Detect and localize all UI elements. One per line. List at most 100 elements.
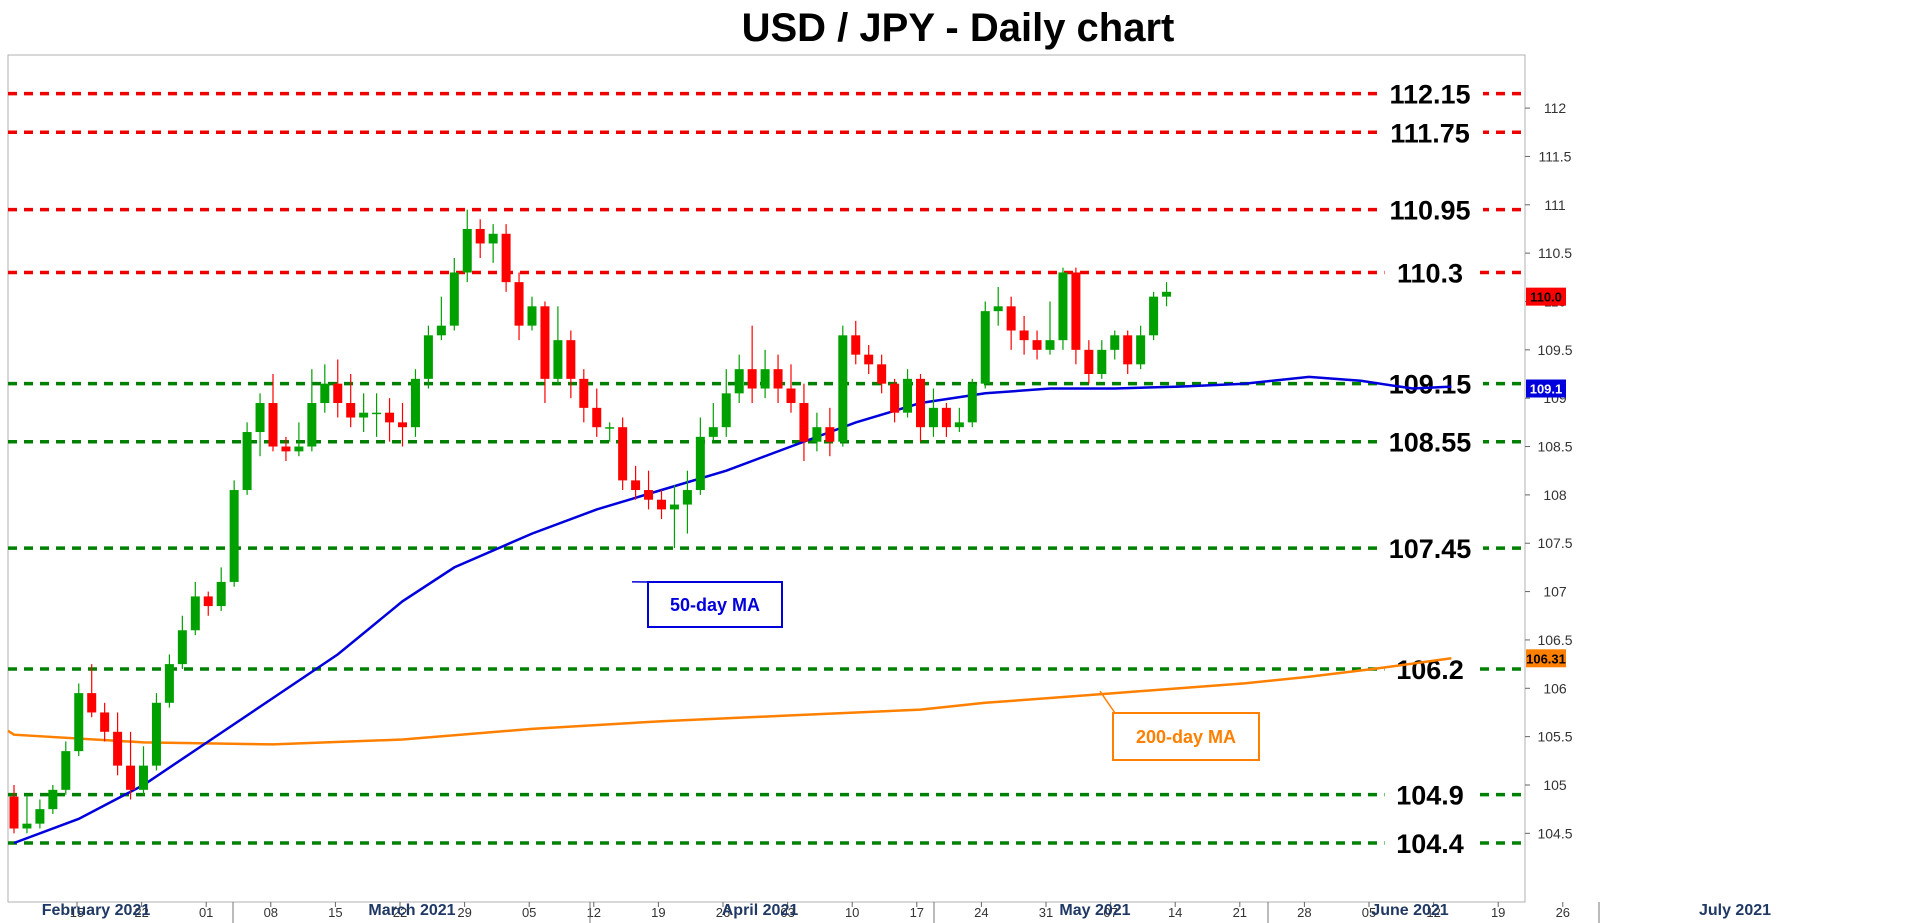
candle-body-42 <box>553 340 563 379</box>
x-tick-label-5: 22 <box>393 905 407 920</box>
level-lines: 112.15 111.75 110.95 110.3 109.15 108.55 107.4… <box>8 76 1525 860</box>
candle-body-65 <box>851 335 861 355</box>
candle-body-53 <box>695 436 705 491</box>
y-tick-label-6: 107.5 <box>1537 535 1572 551</box>
candle-body-31 <box>410 378 420 428</box>
y-tick-label-4: 106.5 <box>1537 632 1572 648</box>
level-label-0: 112.15 <box>1389 80 1470 110</box>
candle-body-26 <box>346 403 356 418</box>
price-tag-text-2: 106.31 <box>1526 651 1566 666</box>
candle-body-3 <box>48 789 58 810</box>
candle-body-75 <box>980 311 990 384</box>
x-tick-label-8: 12 <box>587 905 601 920</box>
price-tag-bg-1 <box>1526 379 1566 398</box>
candle-body-64 <box>838 335 848 442</box>
candle-body-56 <box>734 369 744 394</box>
level-label-bg-3 <box>1384 255 1476 290</box>
month-label-4: June 2021 <box>1371 902 1448 919</box>
candle-body-89 <box>1162 291 1172 297</box>
candle-body-81 <box>1058 272 1068 341</box>
candle-body-84 <box>1097 349 1107 375</box>
candle-body-80 <box>1045 340 1055 350</box>
candle-body-32 <box>423 335 433 379</box>
candle-body-55 <box>721 393 731 428</box>
x-tick-label-4: 15 <box>328 905 342 920</box>
x-tick-label-10: 26 <box>716 905 730 920</box>
month-label-0: February 2021 <box>42 902 151 919</box>
candle-body-18 <box>242 432 252 491</box>
candle-body-66 <box>864 354 874 365</box>
candle-body-14 <box>190 596 200 631</box>
candle-body-54 <box>708 427 718 437</box>
candle-body-21 <box>281 446 291 452</box>
candle-body-1 <box>22 823 32 829</box>
ma50-callout-box <box>647 581 783 628</box>
candle-body-35 <box>462 228 472 273</box>
x-tick-label-12: 10 <box>845 905 859 920</box>
month-label-1: March 2021 <box>368 902 455 919</box>
candle-body-12 <box>164 664 174 703</box>
x-tick-label-3: 08 <box>264 905 278 920</box>
candle-body-70 <box>916 378 925 428</box>
x-tick-label-22: 19 <box>1491 905 1505 920</box>
x-tick-label-9: 19 <box>651 905 665 920</box>
level-label-7: 106.2 <box>1396 655 1464 685</box>
x-tick-label-14: 24 <box>974 905 988 920</box>
level-label-bg-7 <box>1384 651 1476 686</box>
level-label-6: 107.45 <box>1389 534 1472 564</box>
candles <box>9 209 1172 834</box>
x-tick-label-18: 21 <box>1233 905 1247 920</box>
candle-body-87 <box>1136 335 1146 365</box>
candle-body-52 <box>682 490 692 505</box>
x-tick-label-23: 26 <box>1556 905 1570 920</box>
candle-body-37 <box>488 233 498 244</box>
x-tick-label-0: 15 <box>70 905 84 920</box>
candle-body-85 <box>1110 335 1120 350</box>
x-tick-label-15: 31 <box>1039 905 1053 920</box>
price-tag-text-0: 110.0 <box>1530 290 1562 305</box>
level-label-bg-9 <box>1384 826 1476 860</box>
candle-body-51 <box>669 504 679 510</box>
x-tick-label-1: 22 <box>134 905 148 920</box>
candle-body-25 <box>333 383 343 404</box>
y-tick-label-14: 111.5 <box>1539 148 1572 164</box>
level-label-bg-6 <box>1377 531 1483 566</box>
level-label-5: 108.55 <box>1389 428 1472 458</box>
level-label-3: 110.3 <box>1397 258 1463 288</box>
x-tick-label-11: 03 <box>780 905 794 920</box>
level-label-bg-8 <box>1384 777 1476 812</box>
candle-body-27 <box>359 412 369 418</box>
x-tick-label-16: 07 <box>1103 905 1117 920</box>
ma200-label: 200-day MA <box>1136 727 1236 747</box>
candle-body-47 <box>618 427 628 481</box>
candle-body-29 <box>385 412 395 423</box>
candle-body-16 <box>216 581 226 607</box>
level-label-8: 104.9 <box>1396 781 1464 811</box>
ma200-callout-box <box>1112 712 1260 761</box>
candle-body-46 <box>605 427 615 429</box>
ma200-line <box>7 657 1452 746</box>
y-tick-label-12: 110.5 <box>1538 245 1572 261</box>
candle-body-7 <box>100 712 110 732</box>
candle-body-50 <box>657 499 666 510</box>
candle-body-44 <box>579 378 589 408</box>
candle-body-67 <box>877 364 887 384</box>
x-tick-label-17: 14 <box>1168 905 1182 920</box>
y-tick-label-7: 108 <box>1543 487 1567 503</box>
candle-body-36 <box>475 228 485 244</box>
ma50-layer <box>13 375 1452 845</box>
chart-title: USD / JPY - Daily chart <box>741 6 1175 50</box>
level-label-4: 109.15 <box>1389 370 1472 400</box>
x-tick-label-20: 05 <box>1362 905 1376 920</box>
candle-body-40 <box>527 306 537 326</box>
candle-body-38 <box>501 233 511 283</box>
y-tick-label-2: 105.5 <box>1537 729 1572 745</box>
candle-body-5 <box>74 693 84 752</box>
x-axis: 15 22 01 08 15 22 29 05 12 19 26 03 10 17 24 31 07 14 21 28… <box>42 902 1771 923</box>
candle-body-20 <box>268 403 278 447</box>
price-tag-bg-0 <box>1526 287 1566 306</box>
y-tick-label-5: 107 <box>1543 584 1567 600</box>
y-tick-label-8: 108.5 <box>1537 439 1572 455</box>
month-label-3: May 2021 <box>1059 902 1130 919</box>
